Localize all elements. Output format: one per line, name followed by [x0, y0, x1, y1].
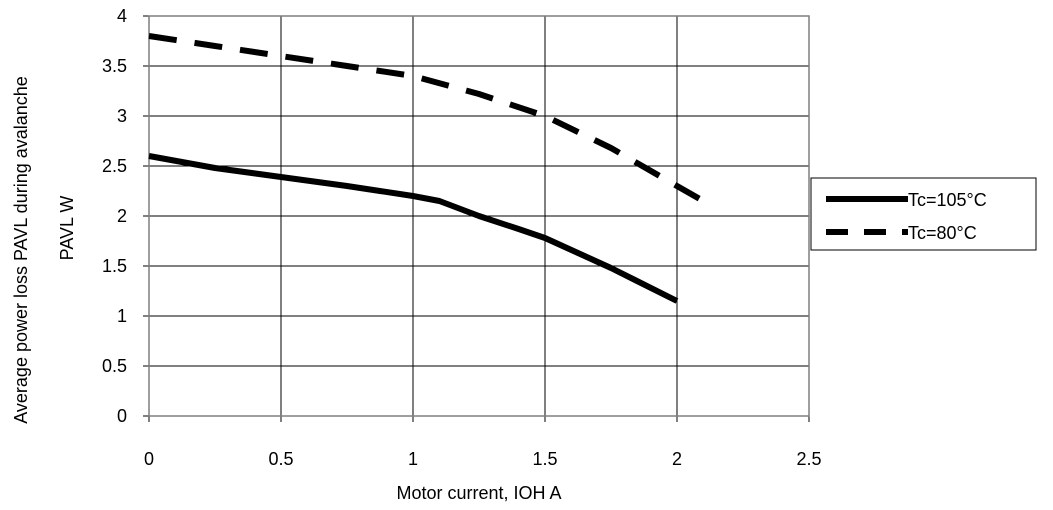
- plot-area-border: [148, 15, 810, 417]
- y-tick-label: 3.5: [102, 56, 127, 76]
- x-tick-label: 1: [408, 449, 418, 469]
- x-tick-label: 2: [672, 449, 682, 469]
- y-tick-label: 4: [117, 6, 127, 26]
- y-axis-label-line1: Average power loss PAVL during avalanche: [11, 76, 31, 424]
- x-tick-label: 2.5: [796, 449, 821, 469]
- y-tick-label: 1: [117, 306, 127, 326]
- y-axis-label-line2: PAVL W: [57, 196, 77, 261]
- legend: Tc=105°C Tc=80°C: [810, 177, 1037, 251]
- series-line-tc80: [148, 33, 705, 204]
- series-line-tc105: [148, 153, 679, 304]
- x-tick-label: 0: [144, 449, 154, 469]
- legend-label-tc80: Tc=80°C: [908, 223, 977, 243]
- x-tick-label: 0.5: [268, 449, 293, 469]
- y-tick-label: 3: [117, 106, 127, 126]
- legend-label-tc105: Tc=105°C: [908, 190, 987, 210]
- legend-box: [810, 177, 1037, 251]
- series-layer: [148, 33, 705, 304]
- x-tick-label: 1.5: [532, 449, 557, 469]
- y-tick-label: 2.5: [102, 156, 127, 176]
- grid: [143, 15, 810, 422]
- x-tick-labels: 0 0.5 1 1.5 2 2.5: [144, 449, 822, 469]
- y-tick-label: 2: [117, 206, 127, 226]
- x-axis-label: Motor current, IOH A: [396, 483, 561, 503]
- y-tick-labels: 0 0.5 1 1.5 2 2.5 3 3.5 4: [102, 6, 127, 426]
- y-tick-label: 0: [117, 406, 127, 426]
- y-tick-label: 0.5: [102, 356, 127, 376]
- y-tick-label: 1.5: [102, 256, 127, 276]
